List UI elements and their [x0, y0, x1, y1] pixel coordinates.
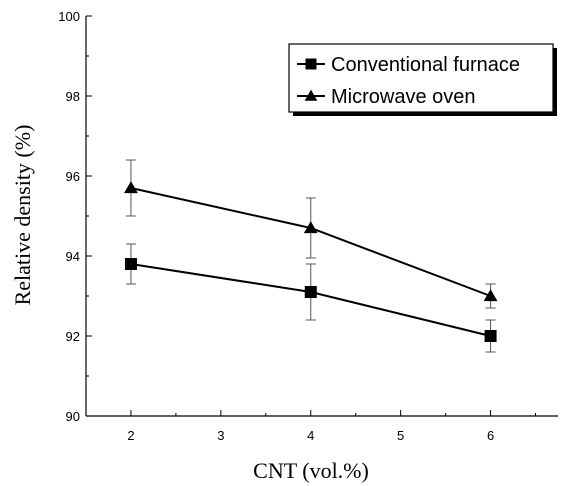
y-tick-label: 90 [66, 409, 80, 424]
y-axis-title: Relative density (%) [10, 125, 35, 306]
axes: 90 92 94 96 98 100 2 3 4 5 6 [58, 9, 558, 443]
x-tick-label: 2 [127, 428, 134, 443]
legend: Conventional furnace Microwave oven [288, 43, 557, 116]
x-tick-label: 4 [307, 428, 314, 443]
legend-label: Microwave oven [331, 86, 476, 108]
legend-label: Conventional furnace [331, 54, 520, 76]
x-axis-title: CNT (vol.%) [253, 458, 369, 483]
x-tick-label: 5 [397, 428, 404, 443]
legend-marker-triangle [304, 89, 318, 101]
y-tick-label: 98 [66, 89, 80, 104]
data-point-square [484, 330, 497, 342]
legend-marker-square [305, 58, 317, 70]
data-point-square [304, 286, 317, 298]
data-point-square [124, 258, 137, 270]
data-point-triangle [483, 289, 498, 302]
legend-box [288, 43, 554, 113]
y-tick-label: 96 [66, 169, 80, 184]
y-tick-label: 94 [66, 249, 80, 264]
x-tick-label: 6 [487, 428, 494, 443]
y-tick-label: 92 [66, 329, 80, 344]
y-tick-label: 100 [58, 9, 80, 24]
data-point-triangle [124, 181, 138, 194]
data-point-triangle [303, 221, 318, 234]
series-markers [124, 181, 498, 342]
x-tick-label: 3 [217, 428, 224, 443]
